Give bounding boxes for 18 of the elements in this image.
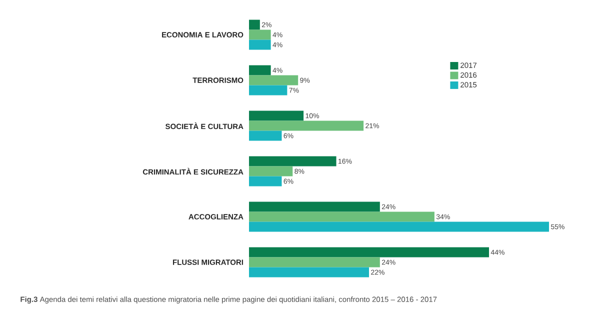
bar bbox=[249, 176, 282, 186]
bar bbox=[249, 30, 271, 40]
bar bbox=[249, 40, 271, 50]
bar bbox=[249, 267, 369, 278]
bar bbox=[249, 202, 380, 212]
bar bbox=[249, 85, 288, 96]
bar bbox=[249, 20, 260, 30]
bar bbox=[249, 156, 336, 166]
bar bbox=[249, 212, 434, 222]
bar bbox=[249, 110, 304, 121]
bar bbox=[249, 65, 271, 76]
bar bbox=[249, 130, 282, 141]
bar bbox=[249, 222, 550, 232]
bar bbox=[249, 166, 293, 176]
bar bbox=[249, 257, 380, 268]
bar bbox=[249, 120, 364, 131]
bar bbox=[249, 247, 490, 258]
bar bbox=[249, 75, 298, 86]
